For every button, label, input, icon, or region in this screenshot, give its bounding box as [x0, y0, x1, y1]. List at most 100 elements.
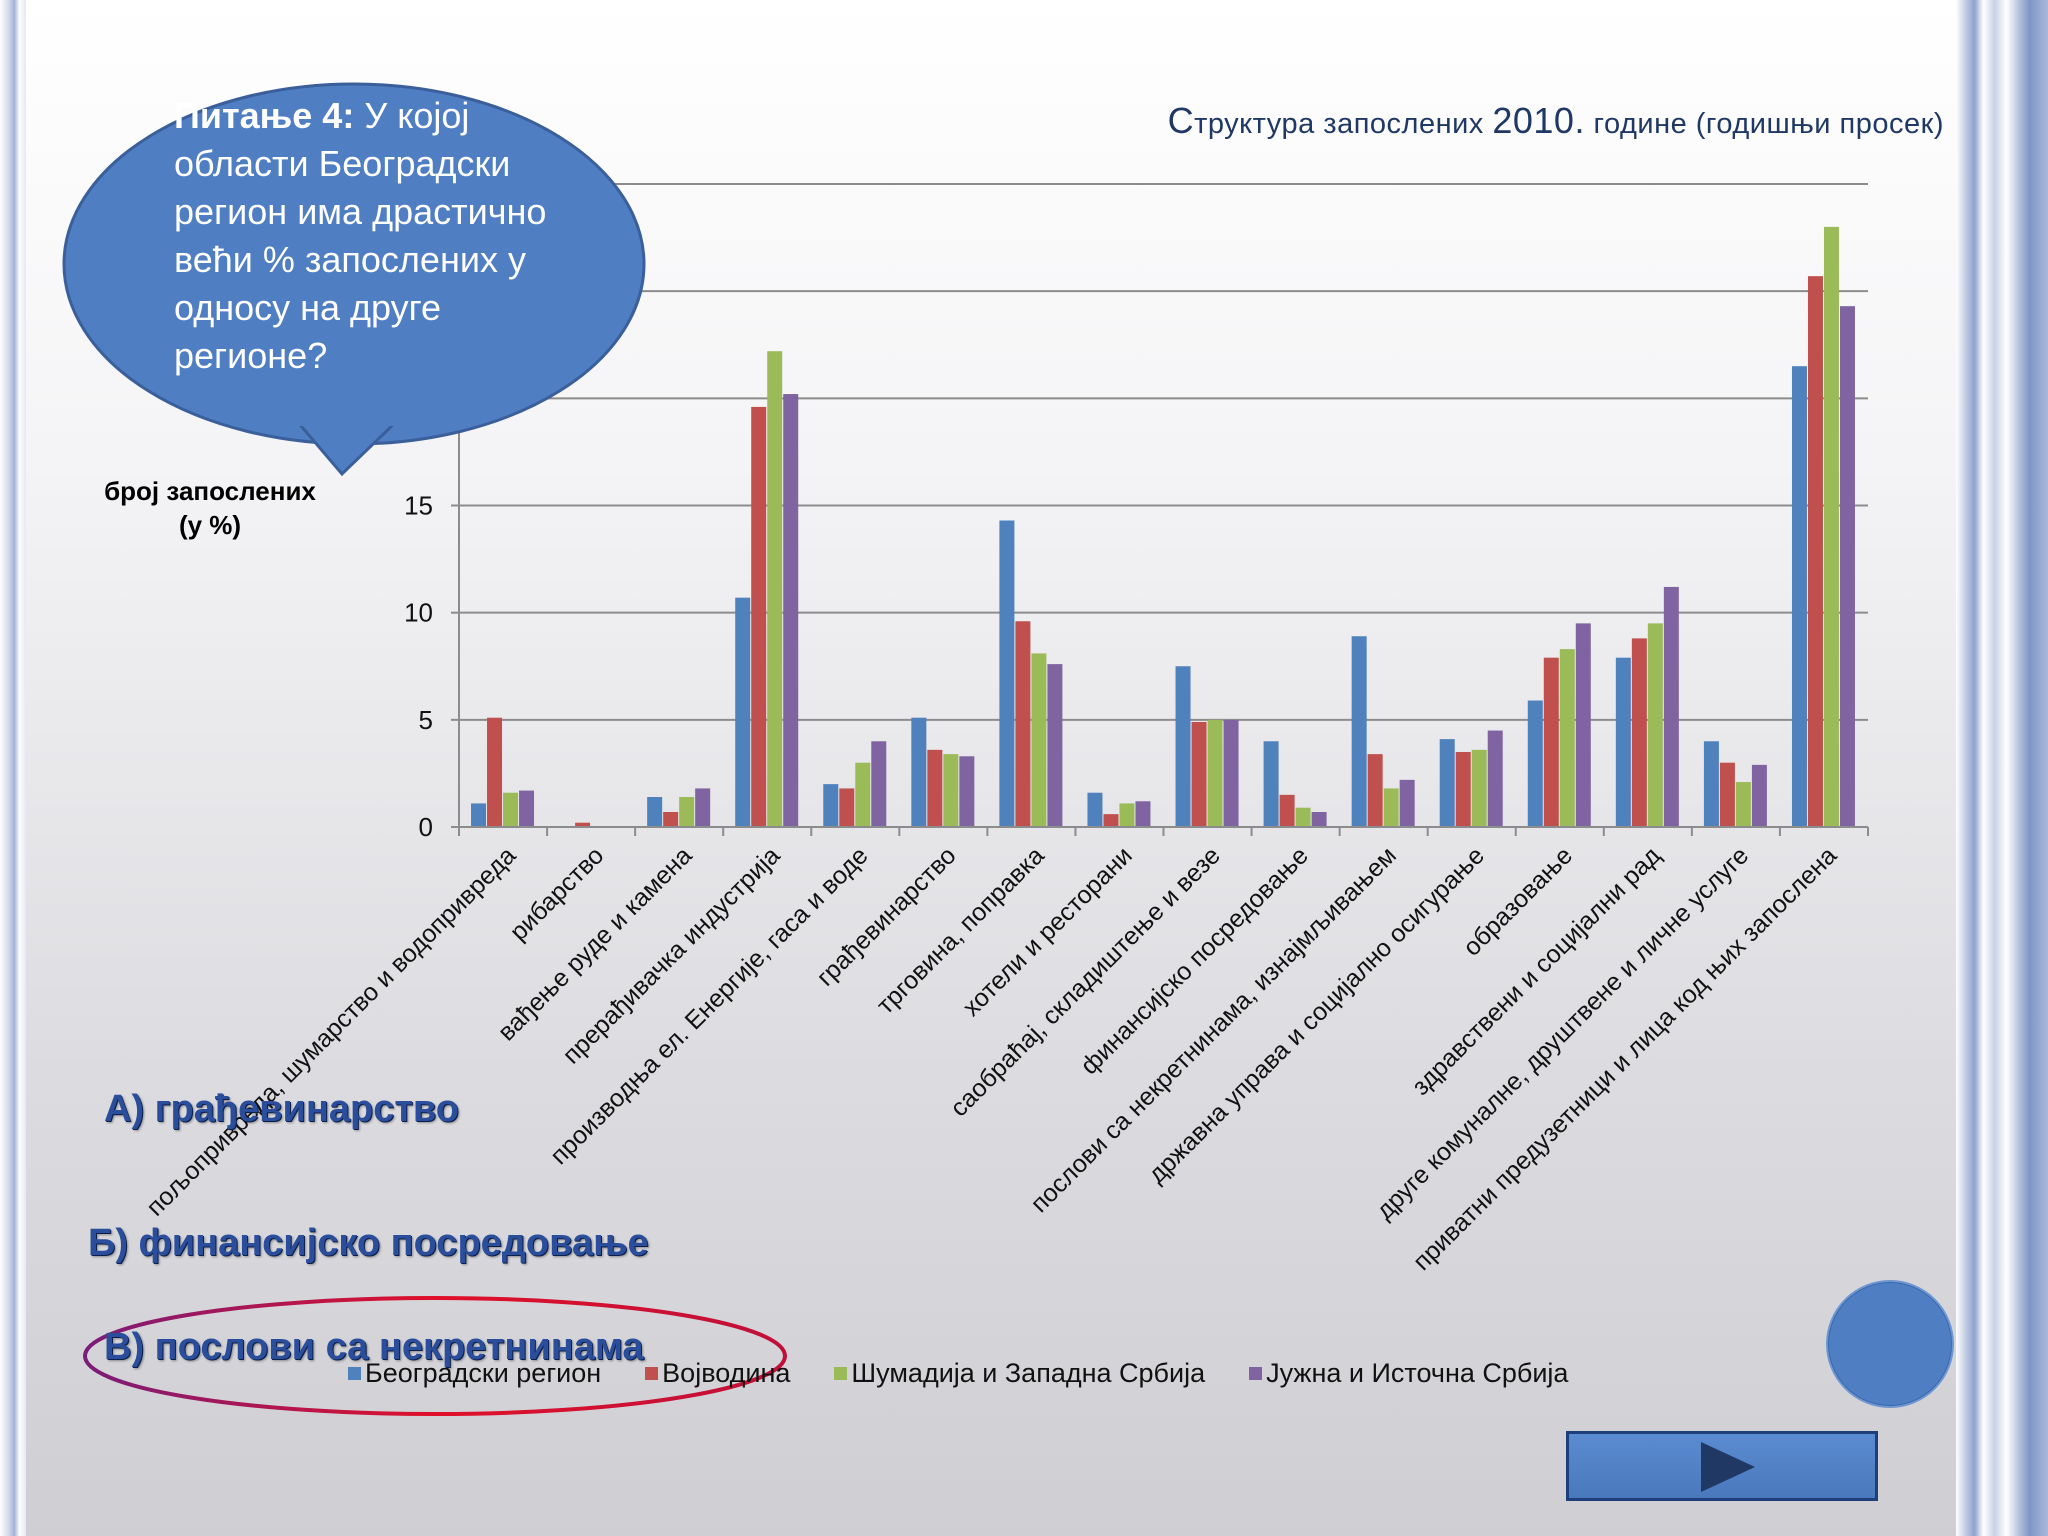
- y-axis-label-line2: (у %): [178, 510, 242, 540]
- bar-s0-c14: [1703, 741, 1719, 827]
- answer-b[interactable]: Б) финансијско посредовање: [88, 1222, 649, 1264]
- circle-action-button[interactable]: [1826, 1280, 1954, 1408]
- bar-s1-c13: [1631, 638, 1647, 827]
- bar-s2-c13: [1647, 623, 1663, 827]
- bar-s1-c14: [1719, 762, 1735, 827]
- bar-s3-c14: [1751, 764, 1767, 827]
- bar-s0-c13: [1615, 657, 1631, 827]
- play-arrow-icon: [1701, 1442, 1755, 1492]
- bar-s3-c8: [1223, 719, 1239, 827]
- bar-s2-c14: [1735, 781, 1751, 827]
- chart-bars: [471, 226, 1855, 827]
- answer-c[interactable]: В) послови са некретнинама: [104, 1326, 644, 1368]
- bar-s2-c4: [855, 762, 871, 827]
- bar-s2-c2: [679, 796, 695, 827]
- bar-s0-c5: [911, 717, 927, 827]
- bar-s0-c10: [1351, 636, 1367, 827]
- bar-s1-c3: [751, 406, 767, 827]
- bar-s3-c0: [519, 790, 535, 827]
- bar-s2-c5: [943, 754, 959, 827]
- bar-s3-c11: [1487, 730, 1503, 827]
- chart-gridlines: [459, 183, 1868, 721]
- bar-s1-c5: [927, 749, 943, 827]
- y-tick-label-15: 15: [404, 491, 433, 521]
- bar-s1-c7: [1103, 814, 1119, 827]
- legend-swatch-belgrade: [348, 1367, 361, 1380]
- legend-swatch-vojvodina: [645, 1367, 659, 1380]
- slide-right-frame: [1956, 0, 2048, 1536]
- bar-s3-c6: [1047, 664, 1063, 827]
- bar-s3-c15: [1839, 306, 1855, 827]
- legend-label-sumadija: Шумадија и Западна Србија: [851, 1358, 1206, 1388]
- bar-s1-c4: [839, 788, 855, 827]
- bar-s2-c7: [1119, 803, 1135, 827]
- bar-s1-c0: [487, 717, 503, 827]
- bar-s1-c6: [1015, 621, 1031, 827]
- answer-highlight-ring: [83, 1296, 787, 1416]
- chart-title: Структура запослених 2010. године (годиш…: [1167, 100, 1944, 141]
- legend-item-sumadija: Шумадија и Западна Србија: [834, 1358, 1205, 1389]
- next-slide-button[interactable]: [1566, 1431, 1878, 1501]
- bar-s3-c13: [1663, 586, 1679, 827]
- x-tick-label-7: хотели и ресторани: [957, 841, 1137, 1021]
- legend-item-vojvodina: Војводина: [645, 1358, 790, 1389]
- bar-s0-c3: [735, 597, 751, 827]
- legend-label-south-east: Јужна и Источна Србија: [1266, 1358, 1569, 1388]
- bar-s1-c11: [1455, 751, 1471, 827]
- bar-s0-c15: [1791, 366, 1807, 827]
- bar-s3-c10: [1399, 779, 1415, 827]
- question-text: Питање 4: У којој области Београдски рег…: [174, 92, 574, 380]
- question-bubble: [62, 82, 646, 477]
- bar-s1-c1: [575, 822, 591, 827]
- x-tick-label-6: трговина, поправка: [871, 841, 1049, 1019]
- legend-label-belgrade: Београдски регион: [365, 1358, 602, 1388]
- bar-s0-c4: [823, 784, 839, 827]
- chart-x-ticks: пољопривреда, шумарство и водопривредари…: [141, 841, 1842, 1276]
- bar-s0-c2: [647, 796, 663, 827]
- y-tick-label-0: 0: [419, 812, 433, 842]
- bar-s3-c7: [1135, 801, 1151, 827]
- bar-s2-c8: [1207, 719, 1223, 827]
- y-axis-label: број запослених (у %): [60, 474, 360, 542]
- legend-item-belgrade: Београдски регион: [348, 1358, 601, 1389]
- x-tick-label-0: пољопривреда, шумарство и водопривреда: [141, 841, 521, 1221]
- slide-left-frame: [0, 0, 26, 1536]
- bar-s2-c6: [1031, 653, 1047, 827]
- bar-s2-c3: [767, 351, 783, 827]
- chart-y-ticks: 0 5 10 15: [404, 491, 433, 843]
- bar-s2-c11: [1471, 749, 1487, 827]
- bar-s2-c0: [503, 792, 519, 827]
- bar-s2-c10: [1383, 788, 1399, 827]
- bar-s3-c12: [1575, 623, 1591, 827]
- question-label: Питање 4:: [174, 95, 355, 136]
- bar-s3-c9: [1311, 811, 1327, 827]
- y-tick-label-5: 5: [419, 705, 433, 735]
- chart-legend: Београдски регион Војводина Шумадија и З…: [348, 1358, 1568, 1389]
- legend-item-south-east: Јужна и Источна Србија: [1249, 1358, 1568, 1389]
- bar-s3-c4: [871, 741, 887, 827]
- y-tick-label-10: 10: [404, 598, 433, 628]
- answer-a[interactable]: А) грађевинарство: [104, 1088, 460, 1130]
- bar-s3-c2: [695, 788, 711, 827]
- bar-s0-c12: [1527, 700, 1543, 827]
- y-axis-label-line1: број запослених: [104, 476, 316, 506]
- bar-s2-c9: [1295, 807, 1311, 827]
- bar-s0-c11: [1439, 739, 1455, 827]
- bar-s2-c15: [1823, 226, 1839, 827]
- bar-s1-c12: [1543, 657, 1559, 827]
- question-body: У којој области Београдски регион има др…: [174, 95, 547, 376]
- bar-s3-c3: [783, 394, 799, 827]
- bar-s3-c5: [959, 756, 975, 827]
- legend-label-vojvodina: Војводина: [662, 1358, 791, 1388]
- bar-s0-c6: [999, 520, 1015, 827]
- bar-s1-c10: [1367, 754, 1383, 827]
- bar-s1-c8: [1191, 721, 1207, 827]
- x-tick-label-4: производња ел. Енергије, гаса и воде: [545, 841, 874, 1170]
- bar-s2-c12: [1559, 649, 1575, 827]
- legend-swatch-sumadija: [834, 1367, 848, 1380]
- bar-s0-c9: [1263, 741, 1279, 827]
- bar-s1-c15: [1807, 276, 1823, 827]
- bar-s0-c0: [471, 803, 487, 827]
- legend-swatch-south-east: [1249, 1367, 1263, 1380]
